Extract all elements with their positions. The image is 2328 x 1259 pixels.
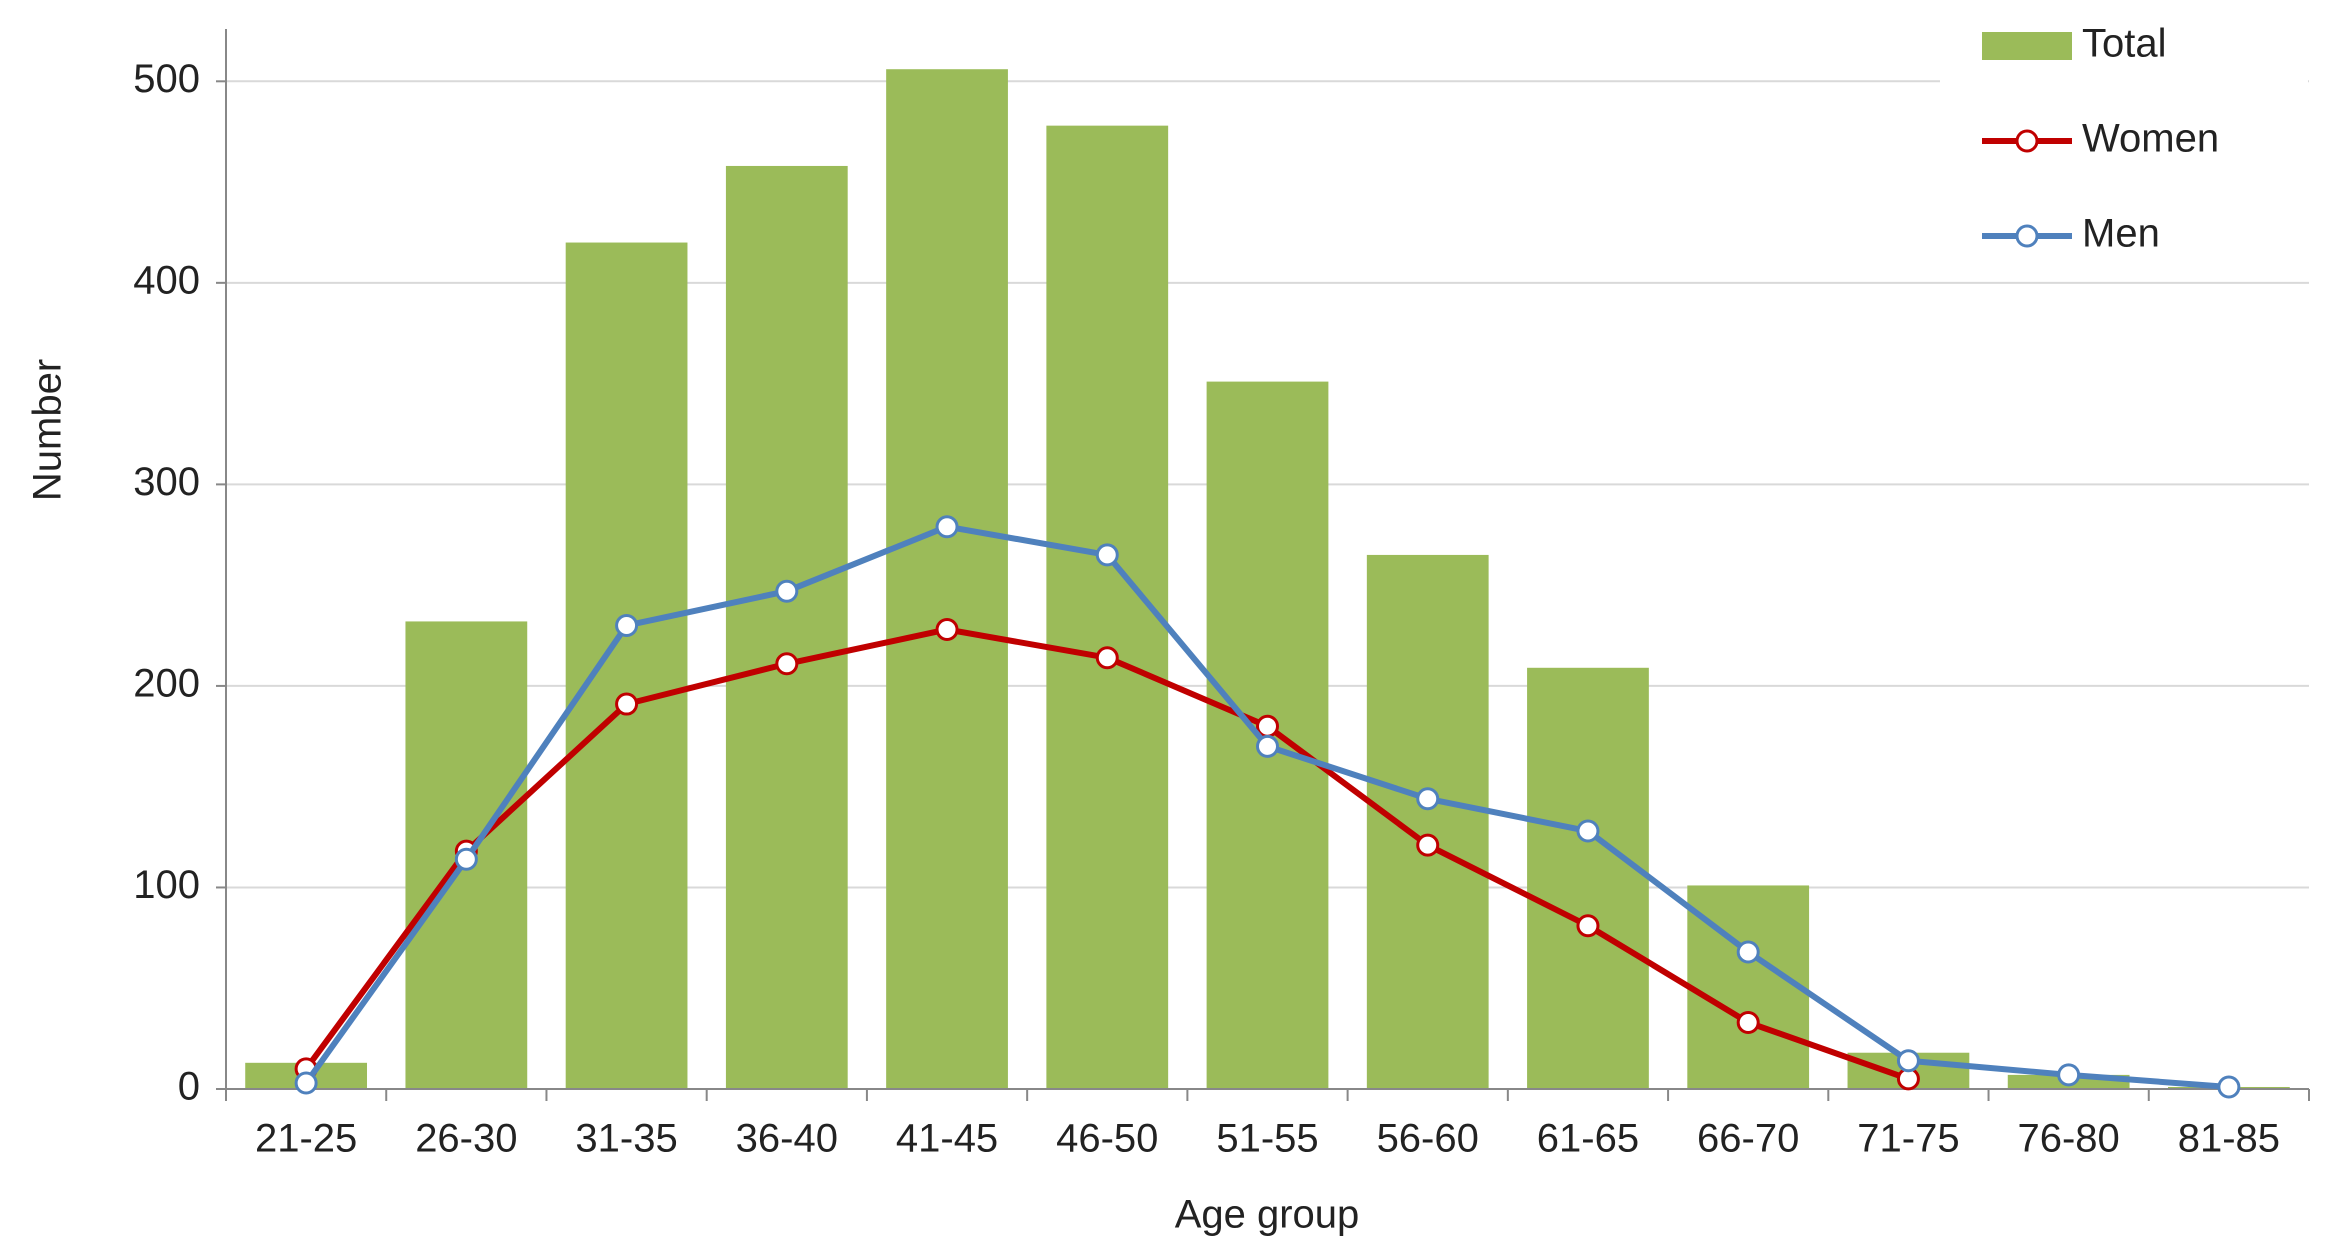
bar — [886, 69, 1008, 1089]
point — [1416, 833, 1440, 857]
x-tick-label: 81-85 — [2178, 1117, 2280, 1161]
x-tick-label: 26-30 — [415, 1117, 517, 1161]
point — [2217, 1075, 2241, 1099]
point — [1896, 1049, 1920, 1073]
point — [1095, 543, 1119, 567]
point — [1736, 1010, 1760, 1034]
x-tick-label: 76-80 — [2017, 1117, 2119, 1161]
point — [935, 515, 959, 539]
legend-swatch — [1982, 32, 2072, 60]
bar — [565, 242, 688, 1090]
point — [1576, 819, 1600, 843]
point — [454, 847, 478, 871]
legend-label: Men — [2082, 212, 2160, 256]
y-tick-label: 500 — [133, 57, 200, 101]
x-tick-label: 31-35 — [575, 1117, 677, 1161]
x-tick-label: 51-55 — [1216, 1117, 1318, 1161]
x-tick-label: 46-50 — [1056, 1117, 1158, 1161]
x-tick-label: 41-45 — [896, 1117, 998, 1161]
y-tick-label: 0 — [178, 1065, 200, 1109]
bar — [1366, 554, 1489, 1089]
point — [1416, 787, 1440, 811]
x-tick-label: 66-70 — [1697, 1117, 1799, 1161]
x-axis-title: Age group — [1175, 1193, 1360, 1237]
point — [1256, 714, 1279, 738]
x-tick-label: 21-25 — [255, 1117, 357, 1161]
x-tick-label: 61-65 — [1537, 1117, 1639, 1161]
point — [294, 1071, 318, 1095]
legend-label: Women — [2082, 117, 2219, 161]
point — [935, 617, 959, 641]
point — [615, 692, 639, 716]
legend-marker — [2015, 224, 2039, 248]
point — [1736, 940, 1760, 964]
y-tick-label: 100 — [133, 863, 200, 907]
point — [1576, 914, 1600, 938]
y-axis-title: Number — [26, 359, 70, 501]
x-tick-label: 71-75 — [1857, 1117, 1959, 1161]
point — [2057, 1063, 2081, 1087]
point — [775, 579, 799, 603]
bar — [725, 165, 848, 1089]
bar — [1527, 667, 1649, 1089]
point — [775, 652, 799, 676]
point — [615, 613, 639, 637]
y-tick-label: 300 — [133, 460, 200, 504]
y-tick-label: 400 — [133, 258, 200, 302]
point — [1095, 646, 1119, 670]
legend-marker — [2015, 129, 2039, 153]
x-tick-label: 36-40 — [736, 1117, 838, 1161]
x-tick-label: 56-60 — [1377, 1117, 1479, 1161]
point — [1256, 734, 1279, 758]
y-tick-label: 200 — [133, 661, 200, 705]
legend-label: Total — [2082, 22, 2167, 66]
bar — [1687, 885, 1810, 1089]
